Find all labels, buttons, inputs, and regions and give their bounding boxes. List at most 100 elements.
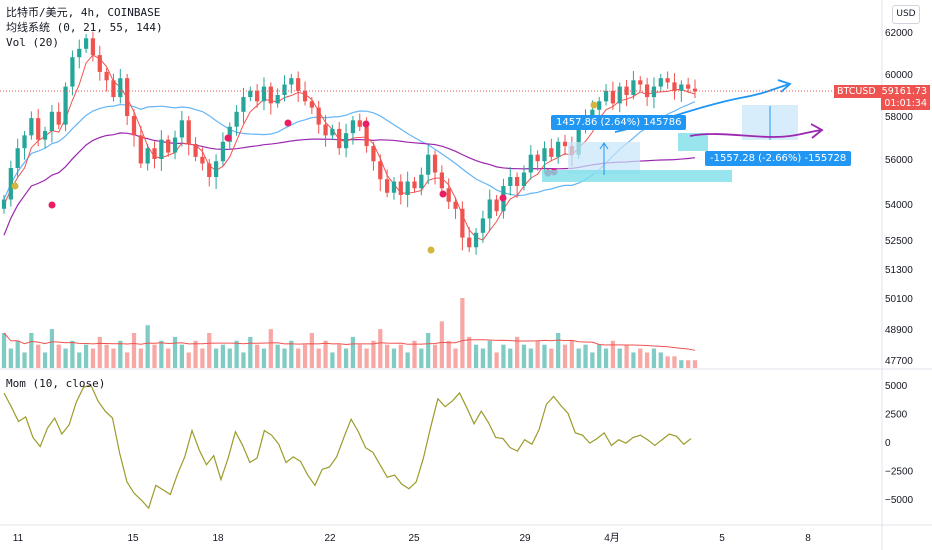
momentum-indicator-label[interactable]: Mom (10, close) [6, 377, 106, 390]
volume-ma-line [3, 332, 696, 351]
volume-bar [638, 348, 643, 368]
candle-body [323, 124, 328, 136]
volume-bar [145, 325, 150, 368]
candle-body [63, 86, 68, 125]
ma-indicator-label[interactable]: 均线系统 (0, 21, 55, 144) [6, 21, 163, 34]
candle-body [439, 172, 444, 189]
projection-arrow-flat-head [810, 123, 824, 139]
volume-bar [8, 348, 13, 368]
volume-bar [29, 333, 34, 368]
candle-body [576, 126, 581, 155]
price-tick-label: 54000 [885, 200, 913, 211]
bar-countdown: 01:01:34 [881, 97, 930, 110]
volume-bar [624, 344, 629, 368]
candle-body [70, 57, 75, 87]
price-tick-label: 58000 [885, 112, 913, 123]
candle-body [1, 199, 7, 209]
volume-bar [426, 333, 431, 368]
candle-body [275, 95, 280, 104]
volume-bar [617, 348, 622, 368]
candle-body [29, 118, 34, 136]
candle-body [90, 38, 96, 56]
volume-bar [179, 344, 185, 368]
volume-bar [508, 348, 513, 368]
signal-dot [284, 119, 292, 127]
candle-body [597, 101, 602, 110]
volume-bar [535, 340, 540, 368]
candle-body [172, 137, 178, 153]
candle-body [357, 120, 362, 127]
volume-bar [172, 336, 178, 368]
volume-bar [597, 344, 602, 368]
candle-body [446, 188, 451, 202]
candle-body [398, 181, 403, 195]
time-tick-label: 15 [127, 533, 139, 544]
candle-body [227, 126, 232, 142]
candle-body [309, 101, 314, 108]
projection-arrow-up-head [777, 79, 792, 93]
candle-body [255, 90, 260, 102]
candle-body [686, 84, 691, 89]
candle-body [644, 84, 650, 98]
price-tick-label: 56000 [885, 155, 913, 166]
volume-bar [391, 348, 397, 368]
candle-body [562, 141, 568, 147]
volume-bar [371, 340, 376, 368]
volume-bar [672, 356, 677, 368]
price-tick-label: 52500 [885, 236, 913, 247]
price-tick-label: 62000 [885, 28, 913, 39]
price-tick-label: 60000 [885, 70, 913, 81]
candle-body [528, 154, 533, 173]
candle-body [460, 208, 465, 238]
candle-body [508, 177, 513, 186]
candle-body [193, 143, 198, 157]
volume-bar [63, 348, 68, 368]
volume-bar [576, 348, 581, 368]
volume-bar [467, 336, 472, 368]
candle-body [302, 90, 308, 102]
candle-body [77, 48, 82, 58]
candle-body [432, 154, 438, 173]
signal-dot [362, 120, 370, 128]
candle-body [42, 131, 48, 140]
currency-button[interactable]: USD [892, 5, 920, 24]
volume-bar [125, 352, 130, 368]
volume-bar [152, 344, 157, 368]
volume-bar [159, 340, 164, 368]
candle-body [378, 161, 383, 180]
candle-body [213, 161, 219, 177]
volume-bar [330, 352, 335, 368]
long-position-label[interactable]: 1457.86 (2.64%) 145786 [551, 115, 687, 130]
price-tick-label: 47700 [885, 356, 913, 367]
volume-bar [658, 352, 663, 368]
momentum-tick-label: 5000 [885, 381, 908, 392]
signal-dot [427, 246, 435, 254]
candle-body [316, 107, 321, 125]
volume-indicator-label[interactable]: Vol (20) [6, 36, 59, 49]
time-tick-label: 22 [324, 533, 336, 544]
candle-body [521, 172, 527, 186]
candle-body [453, 201, 458, 209]
candle-body [672, 82, 677, 91]
candle-body [111, 80, 116, 98]
candle-body [200, 156, 205, 164]
candle-body [638, 80, 643, 85]
candle-body [49, 111, 55, 132]
volume-bar [432, 344, 438, 368]
chart-title: 比特币/美元, 4h, COINBASE [6, 6, 161, 19]
candle-body [665, 78, 670, 83]
candle-body [159, 139, 164, 159]
candle-body [36, 118, 41, 140]
volume-bar [275, 344, 280, 368]
candle-body [296, 78, 301, 91]
volume-bar [15, 340, 20, 368]
volume-bar [569, 340, 574, 368]
short-position-label[interactable]: -1557.28 (-2.66%) -155728 [705, 151, 852, 166]
volume-bar [364, 348, 369, 368]
candle-body [15, 148, 20, 168]
volume-bar [1, 333, 7, 368]
volume-bar [268, 329, 273, 368]
candle-body [241, 97, 246, 112]
volume-bar [234, 340, 239, 368]
